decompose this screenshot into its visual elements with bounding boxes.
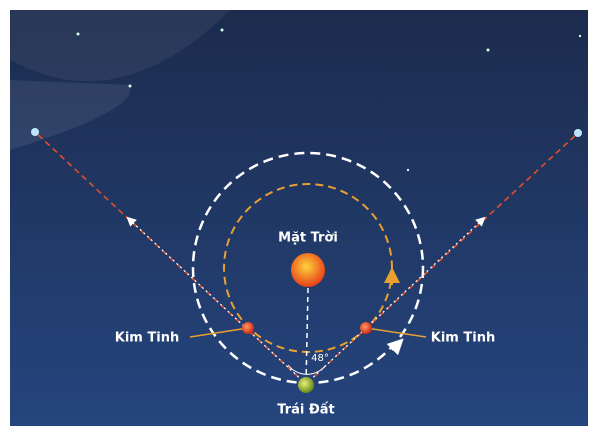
glow [10, 80, 131, 150]
orbit-arrow [386, 338, 404, 356]
sun-earth-line [305, 287, 309, 385]
sun [291, 253, 325, 287]
earth-label: Trái Đất [277, 403, 334, 418]
venus-label: Kim Tinh [431, 331, 495, 346]
angle-arc [287, 364, 327, 375]
pointer [365, 327, 427, 338]
angle-label: 48° [311, 353, 329, 364]
light-ray [305, 216, 486, 385]
venus [242, 322, 254, 334]
venus [360, 322, 372, 334]
glow [10, 10, 230, 82]
pointer [189, 327, 249, 338]
stars [76, 28, 582, 172]
light-ray [126, 216, 307, 385]
earth [298, 377, 314, 393]
sun-label: Mặt Trời [278, 231, 338, 246]
venus-label: Kim Tinh [115, 331, 179, 346]
background [10, 10, 588, 426]
